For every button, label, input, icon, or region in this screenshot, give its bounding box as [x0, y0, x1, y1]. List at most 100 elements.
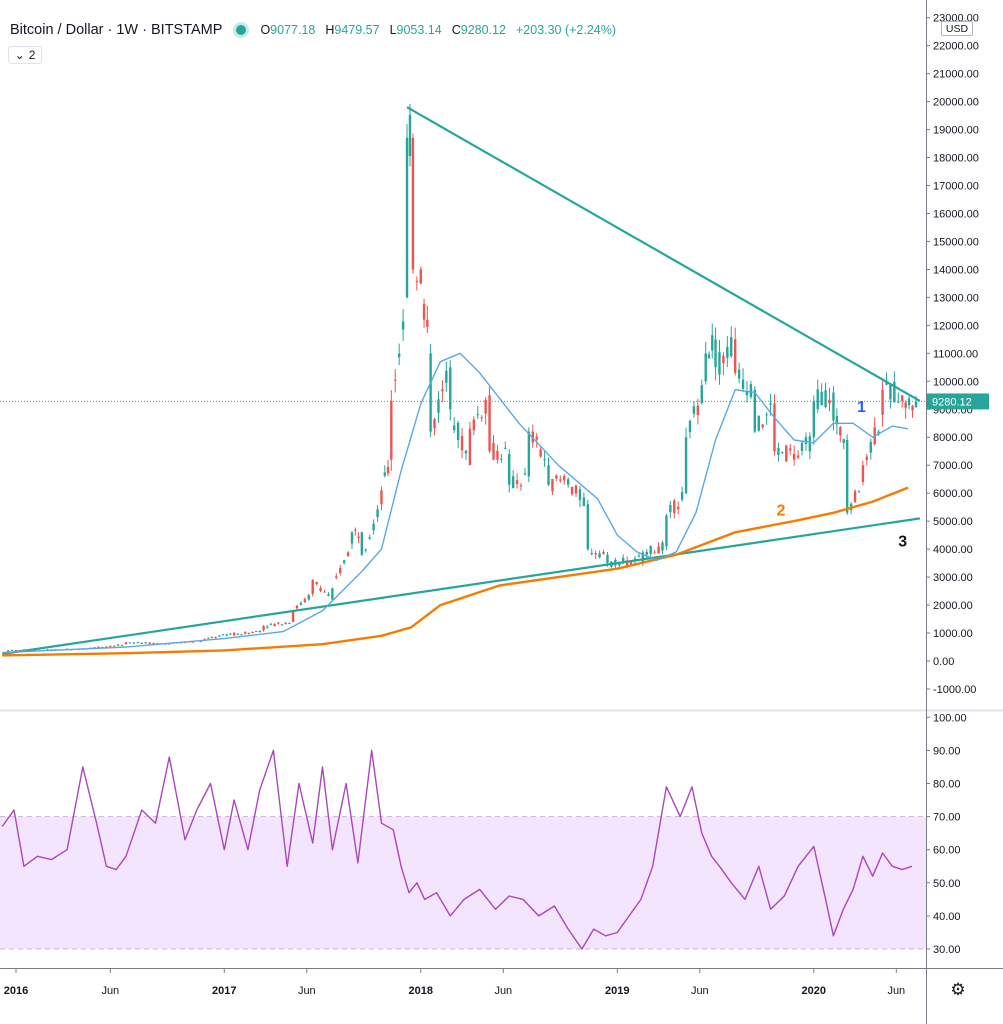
candle: [441, 380, 444, 403]
price-tick-label: 17000.00: [933, 181, 979, 193]
candle: [722, 352, 725, 376]
last-price-label: 9280.12: [932, 396, 972, 408]
candle: [677, 501, 680, 515]
candle: [449, 360, 452, 421]
candle: [232, 631, 236, 637]
candle: [116, 644, 120, 646]
candle: [555, 474, 558, 481]
price-tick-label: 13000.00: [933, 292, 979, 304]
candle: [105, 646, 108, 648]
candle: [853, 489, 857, 504]
candle: [299, 601, 303, 606]
candle: [881, 378, 884, 427]
settings-gear-icon[interactable]: ⚙: [950, 980, 966, 999]
candle: [586, 499, 590, 551]
candle: [342, 559, 346, 565]
candle: [730, 326, 733, 359]
candle: [904, 400, 907, 419]
candle: [757, 414, 760, 433]
candle: [842, 438, 845, 450]
candle: [464, 449, 468, 461]
candle: [789, 443, 792, 456]
candle: [704, 341, 707, 385]
candle: [405, 123, 409, 299]
close-key: C: [451, 23, 461, 37]
candle: [422, 298, 426, 328]
candle: [661, 540, 664, 555]
candle: [280, 624, 284, 626]
price-tick-label: 18000.00: [933, 153, 979, 165]
candle: [472, 416, 476, 435]
candle: [14, 649, 18, 652]
low-key: L: [389, 23, 397, 37]
candle: [835, 408, 839, 435]
trendline-2: [2, 517, 921, 656]
candle: [376, 504, 379, 522]
candle: [266, 625, 269, 629]
candle: [303, 597, 307, 604]
candle: [816, 379, 819, 414]
trendline-1: [406, 106, 921, 402]
candle: [350, 530, 354, 550]
close-value: 9280.12: [460, 23, 506, 37]
price-tick-label: 4000.00: [933, 544, 973, 556]
legend-collapse-button[interactable]: ⌄ 2: [8, 46, 42, 64]
candle: [519, 482, 523, 491]
price-tick-label: 5000.00: [933, 516, 973, 528]
candle: [543, 450, 546, 467]
candle: [243, 631, 247, 635]
currency-badge[interactable]: USD: [941, 21, 973, 36]
candle: [386, 460, 390, 477]
time-tick-label: 2018: [409, 985, 433, 997]
candle: [284, 621, 287, 625]
candle: [269, 622, 273, 626]
high-key: H: [325, 23, 335, 37]
candle: [113, 645, 116, 647]
annotation-label-1: 1: [857, 399, 866, 416]
candle: [551, 478, 554, 496]
annotation-label-2: 2: [776, 503, 785, 520]
candle: [247, 632, 251, 635]
candle: [785, 444, 788, 463]
price-tick-label: 1000.00: [933, 628, 973, 640]
candle: [364, 548, 367, 553]
price-tick-label: 12000.00: [933, 320, 979, 332]
candle: [657, 542, 660, 554]
rsi-tick-label: 30.00: [933, 944, 961, 956]
candle: [419, 266, 422, 285]
candle: [574, 484, 578, 498]
candle: [749, 380, 753, 400]
candle: [812, 395, 815, 445]
candle: [508, 448, 511, 493]
price-tick-label: 21000.00: [933, 69, 979, 81]
time-tick-label: 2017: [212, 985, 236, 997]
candle: [476, 405, 479, 419]
price-tick-label: -1000.00: [933, 684, 976, 696]
candle: [415, 276, 419, 291]
open-value: 9077.18: [270, 23, 316, 37]
candle: [590, 548, 593, 556]
candle: [547, 457, 550, 487]
candle: [323, 589, 326, 593]
candle: [339, 564, 342, 576]
ma-fast-line: [2, 352, 909, 654]
indicator-count: 2: [28, 48, 36, 62]
symbol-title[interactable]: Bitcoin / Dollar · 1W · BITSTAMP: [10, 22, 223, 38]
candle: [120, 644, 124, 646]
time-tick-label: Jun: [887, 985, 905, 997]
candle: [753, 386, 757, 434]
chevron-down-icon: ⌄: [14, 48, 25, 62]
candle: [773, 394, 776, 456]
candle: [737, 362, 741, 384]
rsi-tick-label: 40.00: [933, 911, 961, 923]
candle: [380, 486, 383, 511]
candle: [845, 434, 849, 515]
time-tick-label: Jun: [494, 985, 512, 997]
candle: [258, 630, 262, 633]
candle: [711, 323, 714, 359]
candle: [327, 592, 330, 597]
candle: [488, 387, 491, 454]
candle: [570, 486, 574, 496]
price-tick-label: 20000.00: [933, 97, 979, 109]
